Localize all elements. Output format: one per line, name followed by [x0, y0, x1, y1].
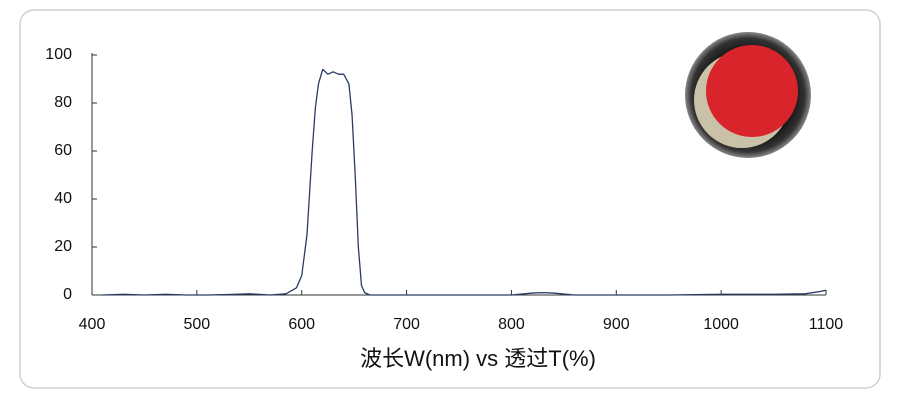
spectrum-line	[102, 68, 827, 296]
y-tick-label: 100	[45, 46, 72, 63]
x-tick-label: 500	[184, 316, 211, 333]
y-tick-label: 60	[54, 142, 72, 159]
x-tick-label: 700	[393, 316, 420, 333]
filter-image	[685, 32, 811, 158]
x-tick-label: 1100	[809, 316, 844, 333]
x-tick-label: 600	[288, 316, 315, 333]
x-axis-title: 波长W(nm) vs 透过T(%)	[360, 346, 596, 371]
x-tick-label: 900	[603, 316, 630, 333]
y-tick-label: 80	[54, 94, 72, 111]
filter-glass	[706, 45, 798, 137]
y-tick-label: 0	[63, 286, 72, 303]
y-tick-label: 40	[54, 190, 72, 207]
x-tick-label: 400	[79, 316, 106, 333]
card-border	[19, 9, 881, 389]
y-tick-label: 20	[54, 238, 72, 255]
x-tick-label: 800	[498, 316, 525, 333]
x-tick-label: 1000	[703, 316, 739, 333]
